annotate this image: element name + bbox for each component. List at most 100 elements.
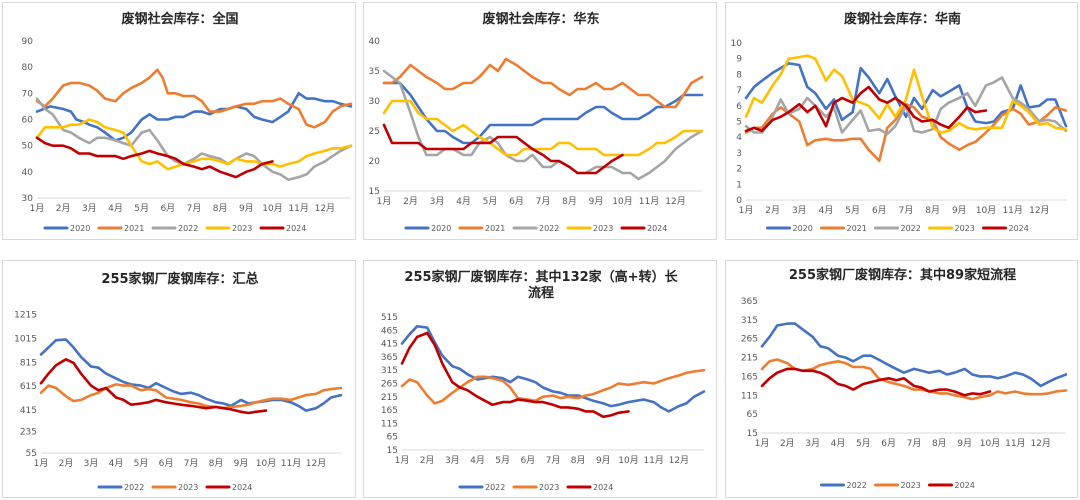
x-tick-label: 11月: [1005, 438, 1025, 449]
chart-panel-national: 废钢社会库存：全国 30 40 50 60 70 80 90 1月 2月 3月 4月 5月 6月 7月 8月 9…: [2, 2, 356, 240]
y-tick-label: 115: [381, 419, 398, 429]
series-line-2020: [35, 92, 353, 142]
series-line-2024: [35, 136, 274, 179]
x-tick-label: 4月: [109, 458, 124, 469]
x-tick-label: 8月: [925, 205, 940, 216]
y-tick-label: 90: [22, 37, 34, 47]
y-tick-label: 415: [381, 340, 398, 350]
x-tick-label: 9月: [234, 458, 249, 469]
chart-south-china: 废钢社会库存：华南 0 1 2 3 4 5 6 7 8 9 10 1月 2月 3月 4月 5月 6月 7月 8月 9月 1…: [731, 11, 1068, 233]
chart-title: 255家钢厂废钢库存：其中89家短流程: [789, 267, 1016, 283]
series-line-2023: [382, 99, 704, 157]
x-tick-label: 3月: [792, 205, 807, 216]
chart-132-long-process: 255家钢厂废钢库存：其中132家（高+转）长流程 15 65 115 165 215 26…: [381, 269, 706, 492]
series-line-2021: [744, 102, 1068, 163]
x-tick-label: 5月: [483, 196, 498, 207]
series-line-2022: [382, 69, 704, 181]
x-tick-label: 4月: [819, 205, 834, 216]
y-tick-label: 10: [731, 39, 743, 49]
y-tick-label: 1015: [14, 334, 37, 344]
y-tick-label: 5: [736, 118, 742, 128]
y-tick-label: 40: [22, 168, 34, 178]
x-tick-label: 3月: [805, 438, 820, 449]
x-tick-label: 8月: [209, 458, 224, 469]
series-line-2021: [382, 57, 704, 109]
y-tick-label: 3: [736, 149, 742, 159]
y-tick-label: 815: [20, 358, 37, 368]
legend-label-2022: 2022: [539, 224, 559, 233]
y-tick-label: 265: [381, 380, 398, 390]
chart-panel-south-china: 废钢社会库存：华南 0 1 2 3 4 5 6 7 8 9 10 1月 2月 3月 4月 5月 6月 7月 8月 9月 1…: [725, 2, 1078, 240]
y-tick-label: 465: [381, 326, 398, 336]
y-tick-label: 215: [741, 354, 758, 364]
x-tick-label: 1月: [34, 458, 49, 469]
y-tick-label: 65: [747, 410, 758, 420]
x-tick-label: 10月: [618, 455, 638, 466]
x-tick-label: 3月: [430, 196, 445, 207]
x-tick-label: 10月: [980, 438, 1000, 449]
legend-label-2023: 2023: [593, 224, 613, 233]
y-tick-label: 1: [736, 180, 742, 190]
y-tick-label: 0: [736, 196, 742, 206]
series-line-2023: [400, 368, 706, 405]
legend-label-2021: 2021: [124, 224, 144, 233]
y-tick-label: 40: [369, 37, 381, 47]
x-tick-label: 6月: [520, 455, 535, 466]
legend-label-2023: 2023: [178, 483, 198, 492]
legend-label-2022: 2022: [178, 224, 198, 233]
y-tick-label: 60: [22, 116, 34, 126]
series-line-2021: [35, 68, 353, 129]
x-tick-label: 6月: [159, 458, 174, 469]
x-tick-label: 12月: [306, 458, 326, 469]
x-tick-label: 9月: [957, 438, 972, 449]
y-tick-label: 615: [20, 382, 37, 392]
series-line-2023: [35, 118, 353, 171]
y-tick-label: 30: [369, 97, 381, 107]
legend-label-2022: 2022: [847, 481, 867, 490]
x-tick-label: 12月: [1030, 438, 1050, 449]
y-tick-label: 515: [381, 313, 398, 323]
chart-title: 废钢社会库存：华东: [482, 11, 599, 27]
series-line-2023: [39, 383, 343, 410]
x-tick-label: 4月: [456, 196, 471, 207]
y-tick-label: 35: [369, 67, 380, 77]
y-tick-label: 365: [741, 297, 758, 307]
x-tick-label: 12月: [1029, 205, 1049, 216]
x-tick-label: 5月: [134, 458, 149, 469]
chart-panel-132-long-process: 255家钢厂废钢库存：其中132家（高+转）长 流程 15 65 115 165 215 26…: [363, 260, 717, 498]
legend-label-2023: 2023: [901, 481, 921, 490]
series-line-2024: [760, 367, 992, 397]
series-line-2020: [382, 81, 704, 145]
legend-label-2024: 2024: [232, 483, 252, 492]
y-tick-label: 365: [381, 353, 398, 363]
chart-255-total: 255家钢厂废钢库存：汇总 55 235 415 615 815 1015 1215 1月 2月 3…: [14, 271, 343, 492]
y-tick-label: 25: [369, 127, 380, 137]
x-tick-label: 4月: [831, 438, 846, 449]
series-line-2022: [760, 322, 1068, 388]
y-tick-label: 165: [381, 406, 398, 416]
y-tick-label: 6: [736, 102, 742, 112]
x-tick-label: 11月: [281, 458, 301, 469]
y-tick-label: 265: [741, 335, 758, 345]
y-tick-label: 2: [736, 165, 742, 175]
legend-label-2020: 2020: [793, 224, 813, 233]
x-tick-label: 7月: [536, 196, 551, 207]
x-tick-label: 5月: [856, 438, 871, 449]
series-line-2023: [760, 358, 1068, 401]
x-tick-label: 1月: [377, 196, 392, 207]
x-tick-label: 9月: [596, 455, 611, 466]
legend-label-2024: 2024: [1009, 224, 1029, 233]
legend-label-2021: 2021: [847, 224, 867, 233]
x-tick-label: 10月: [612, 196, 632, 207]
y-tick-label: 215: [381, 393, 398, 403]
y-tick-label: 70: [22, 89, 34, 99]
x-tick-label: 3月: [84, 458, 99, 469]
chart-national: 废钢社会库存：全国 30 40 50 60 70 80 90 1月 2月 3月 4月 5月 6月 7月 8月 9…: [22, 11, 353, 233]
legend-label-2023: 2023: [539, 483, 559, 492]
x-tick-label: 8月: [213, 203, 228, 214]
y-tick-label: 1215: [14, 311, 37, 321]
x-tick-label: 5月: [134, 203, 149, 214]
x-tick-label: 10月: [976, 205, 996, 216]
y-tick-label: 165: [741, 372, 758, 382]
x-tick-label: 4月: [108, 203, 123, 214]
